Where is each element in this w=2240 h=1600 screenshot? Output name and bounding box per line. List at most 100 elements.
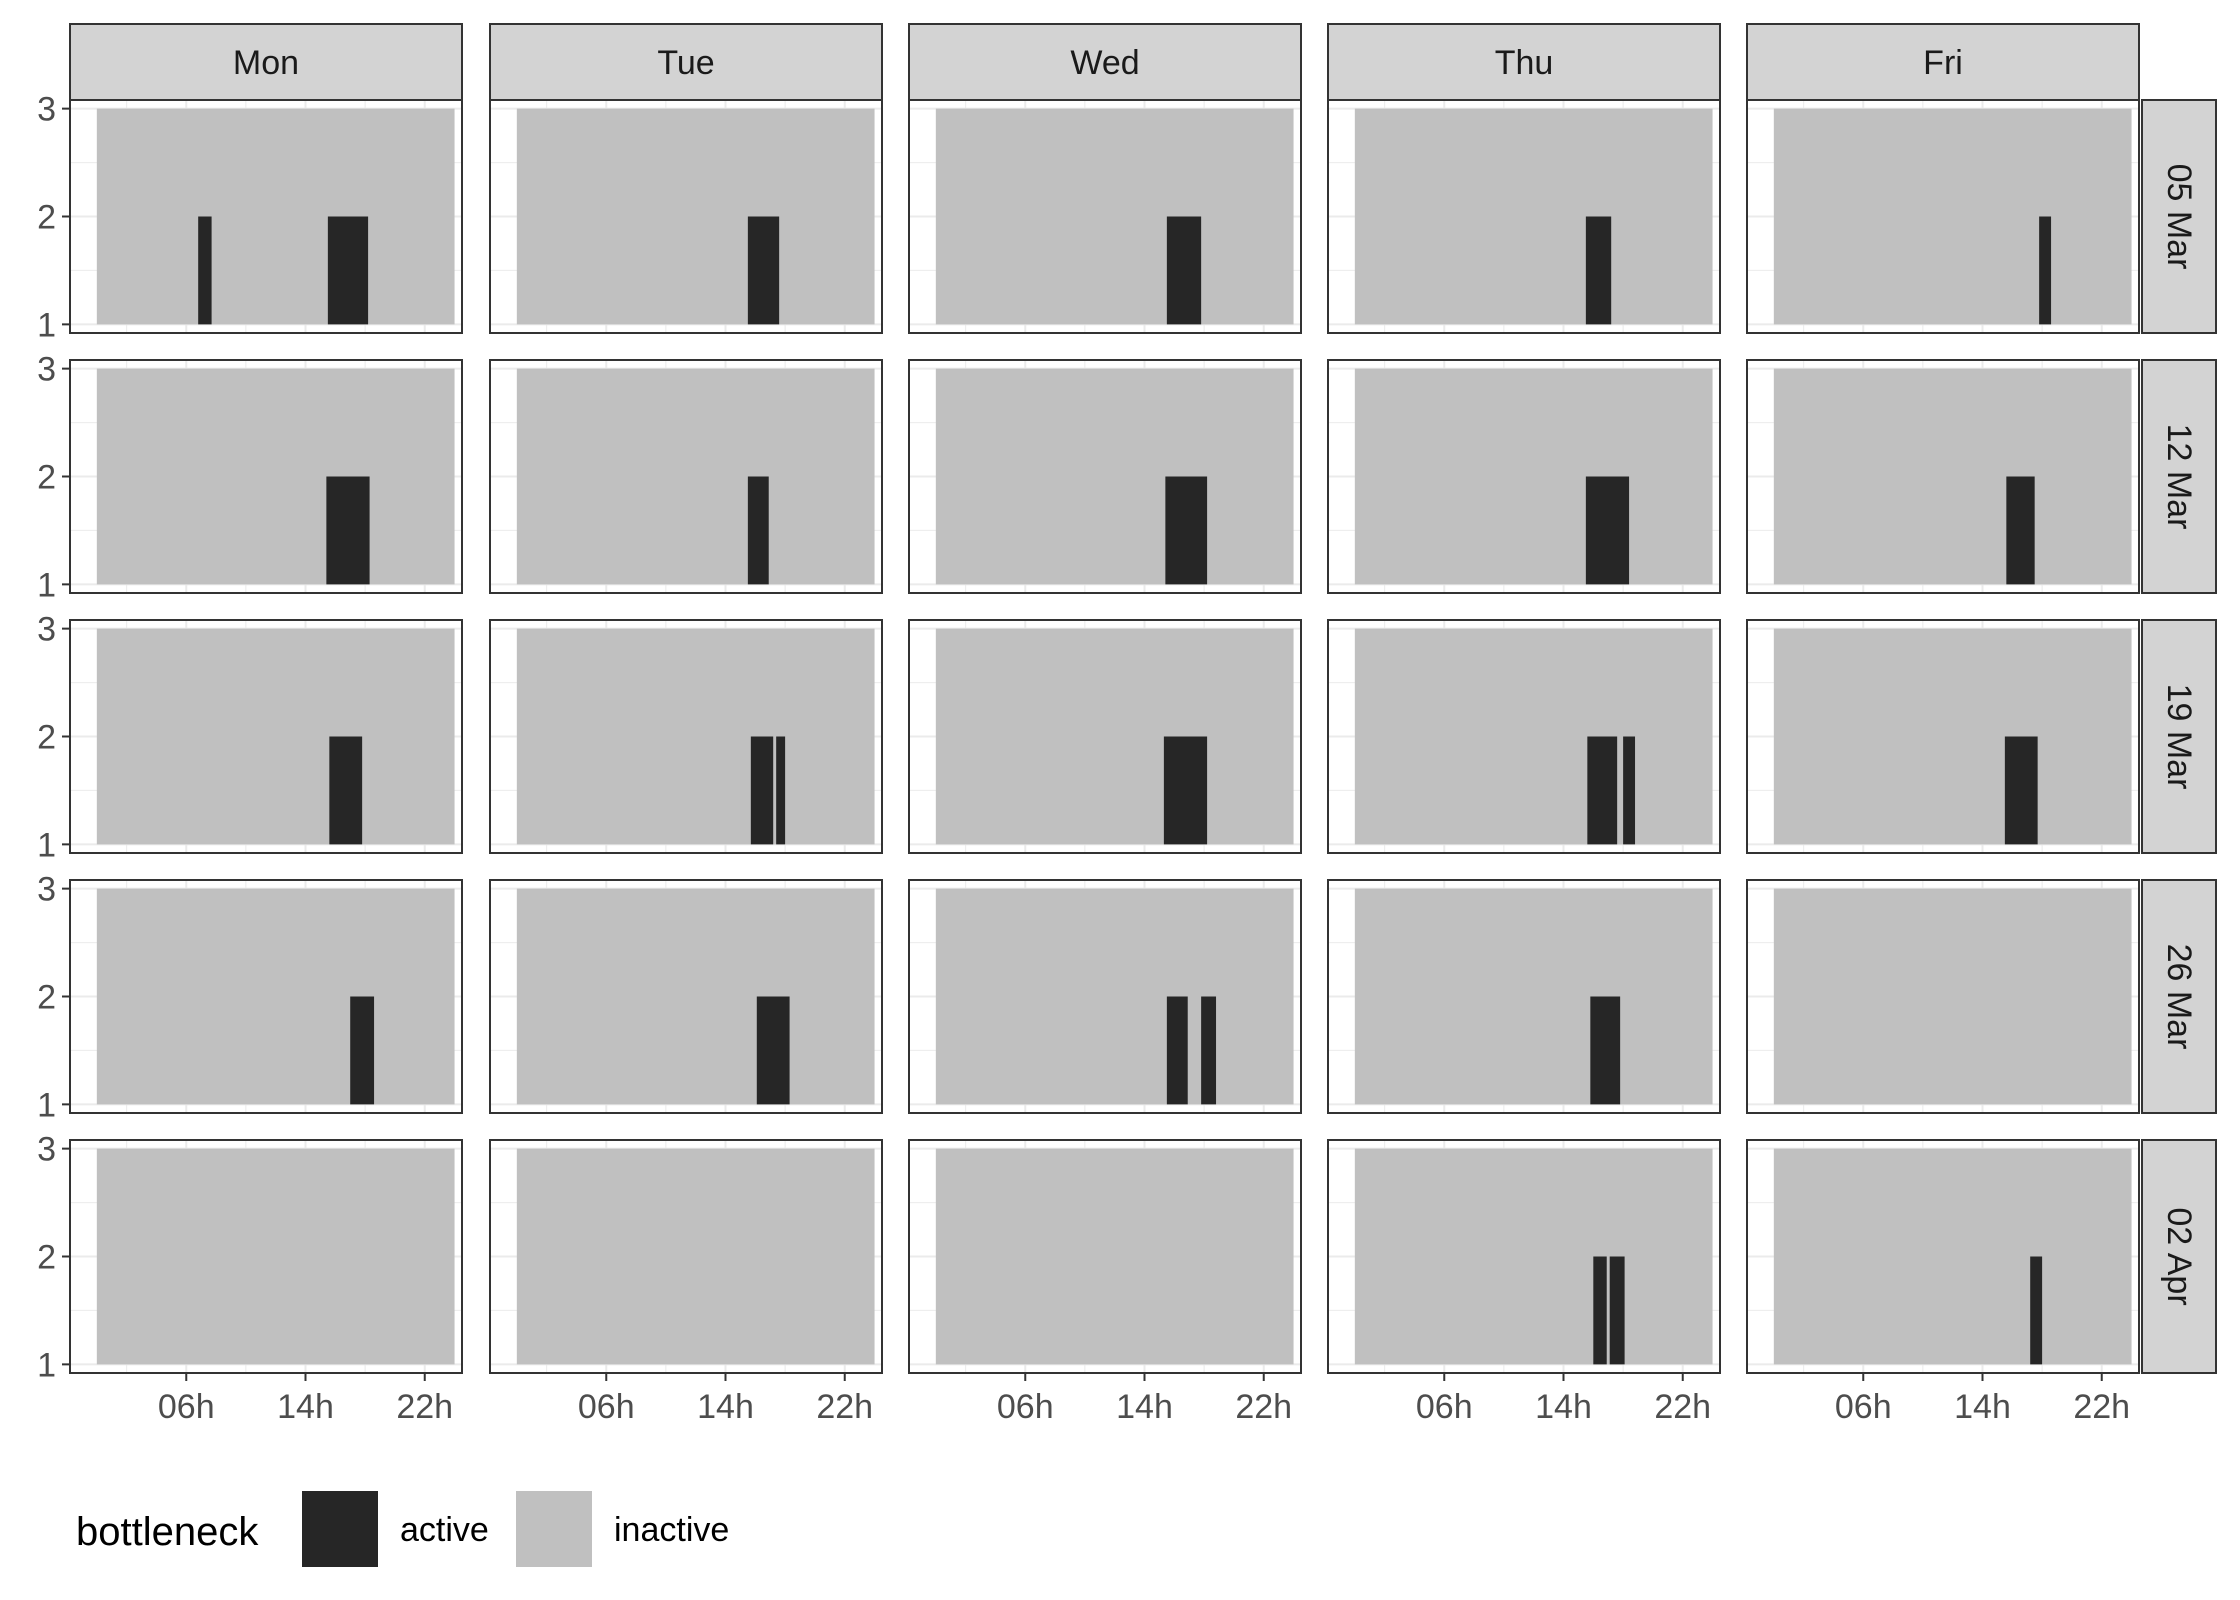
column-strip-label: Thu xyxy=(1495,44,1554,82)
facet-panel xyxy=(1327,879,1721,1114)
y-tick-label: 2 xyxy=(37,719,56,757)
panel-border xyxy=(1746,99,2140,334)
row-strip xyxy=(2141,619,2217,854)
active-bar xyxy=(2004,736,2038,845)
legend-label-active: active xyxy=(400,1511,489,1549)
active-bar xyxy=(329,736,363,845)
panel-border xyxy=(908,359,1302,594)
x-tick-label: 14h xyxy=(277,1388,334,1426)
facet-panel xyxy=(489,619,883,854)
inactive-band xyxy=(96,628,455,845)
x-tick-label: 22h xyxy=(396,1388,453,1426)
legend-title: bottleneck xyxy=(76,1510,259,1554)
panel-border xyxy=(1746,1139,2140,1374)
x-tick-label: 06h xyxy=(1835,1388,1892,1426)
facet-panel xyxy=(1327,99,1721,334)
inactive-band xyxy=(1354,628,1713,845)
inactive-band xyxy=(935,108,1294,325)
facet-panel xyxy=(908,99,1302,334)
inactive-band xyxy=(96,1148,455,1365)
y-tick-label: 2 xyxy=(37,199,56,237)
panel-border xyxy=(1327,879,1721,1114)
column-strip-label: Wed xyxy=(1070,44,1139,82)
y-tick-label: 1 xyxy=(37,1346,56,1384)
facet-panel xyxy=(908,619,1302,854)
active-bar xyxy=(1609,1256,1625,1365)
facet-panel: 1 2 3 xyxy=(37,871,463,1124)
y-tick-label: 2 xyxy=(37,1239,56,1277)
panel-border xyxy=(489,359,883,594)
active-bar xyxy=(327,216,369,325)
inactive-band xyxy=(96,368,455,585)
x-tick-label: 22h xyxy=(816,1388,873,1426)
facet-panel xyxy=(1746,99,2140,334)
active-bar xyxy=(756,996,790,1105)
panel-border xyxy=(1327,359,1721,594)
panel-border xyxy=(489,619,883,854)
x-tick-label: 14h xyxy=(697,1388,754,1426)
row-strip-label: 12 Mar xyxy=(2160,424,2198,530)
column-strip xyxy=(69,23,463,101)
inactive-band xyxy=(935,888,1294,1105)
inactive-band xyxy=(935,628,1294,845)
active-bar xyxy=(1166,216,1202,325)
inactive-band xyxy=(516,108,875,325)
facet-panel xyxy=(489,99,883,334)
active-bar xyxy=(1590,996,1621,1105)
inactive-band xyxy=(935,1148,1294,1365)
panel-border xyxy=(908,879,1302,1114)
column-strip-label: Fri xyxy=(1923,44,1963,82)
facet-panel: 1 2 3 xyxy=(37,91,463,344)
facet-panel xyxy=(1746,879,2140,1114)
active-bar xyxy=(1587,736,1618,845)
row-strip-label: 19 Mar xyxy=(2160,684,2198,790)
active-bar xyxy=(750,736,774,845)
panel-border xyxy=(1746,619,2140,854)
inactive-band xyxy=(1773,368,2132,585)
y-tick-label: 1 xyxy=(37,826,56,864)
active-bar xyxy=(2006,476,2035,585)
active-bar xyxy=(776,736,786,845)
legend: bottleneck active inactive xyxy=(76,1491,729,1567)
active-bar xyxy=(1166,996,1188,1105)
x-tick-label: 14h xyxy=(1116,1388,1173,1426)
active-bar xyxy=(1201,996,1217,1105)
panel-border xyxy=(908,1139,1302,1374)
active-bar xyxy=(1585,216,1612,325)
y-tick-label: 3 xyxy=(37,91,56,129)
x-tick-label: 14h xyxy=(1954,1388,2011,1426)
active-bar xyxy=(1165,476,1208,585)
x-tick-label: 14h xyxy=(1535,1388,1592,1426)
column-strip xyxy=(489,23,883,101)
inactive-band xyxy=(516,1148,875,1365)
panel-border xyxy=(489,1139,883,1374)
column-strip-label: Tue xyxy=(657,44,714,82)
facet-panel: 06h 14h 22h xyxy=(489,1139,883,1426)
panel-border xyxy=(1327,619,1721,854)
facet-panel xyxy=(1746,619,2140,854)
active-bar xyxy=(1163,736,1208,845)
panel-border xyxy=(489,879,883,1114)
row-strip xyxy=(2141,1139,2217,1374)
inactive-band xyxy=(516,888,875,1105)
inactive-band xyxy=(96,108,455,325)
y-tick-label: 1 xyxy=(37,1086,56,1124)
active-bar xyxy=(326,476,370,585)
row-strip xyxy=(2141,879,2217,1114)
facet-panel xyxy=(1327,619,1721,854)
y-tick-label: 3 xyxy=(37,351,56,389)
inactive-band xyxy=(1354,1148,1713,1365)
y-tick-label: 2 xyxy=(37,459,56,497)
facet-panel xyxy=(489,359,883,594)
column-strip-label: Mon xyxy=(233,44,299,82)
facet-panel: 06h 14h 22h xyxy=(1746,1139,2140,1426)
active-bar xyxy=(747,216,780,325)
row-strip-label: 02 Apr xyxy=(2160,1207,2198,1305)
inactive-band xyxy=(935,368,1294,585)
panel-border xyxy=(908,99,1302,334)
facet-panel: 1 2 3 06h 14h 22h xyxy=(37,1131,463,1426)
inactive-band xyxy=(96,888,455,1105)
facet-panel xyxy=(489,879,883,1114)
active-bar xyxy=(1585,476,1630,585)
